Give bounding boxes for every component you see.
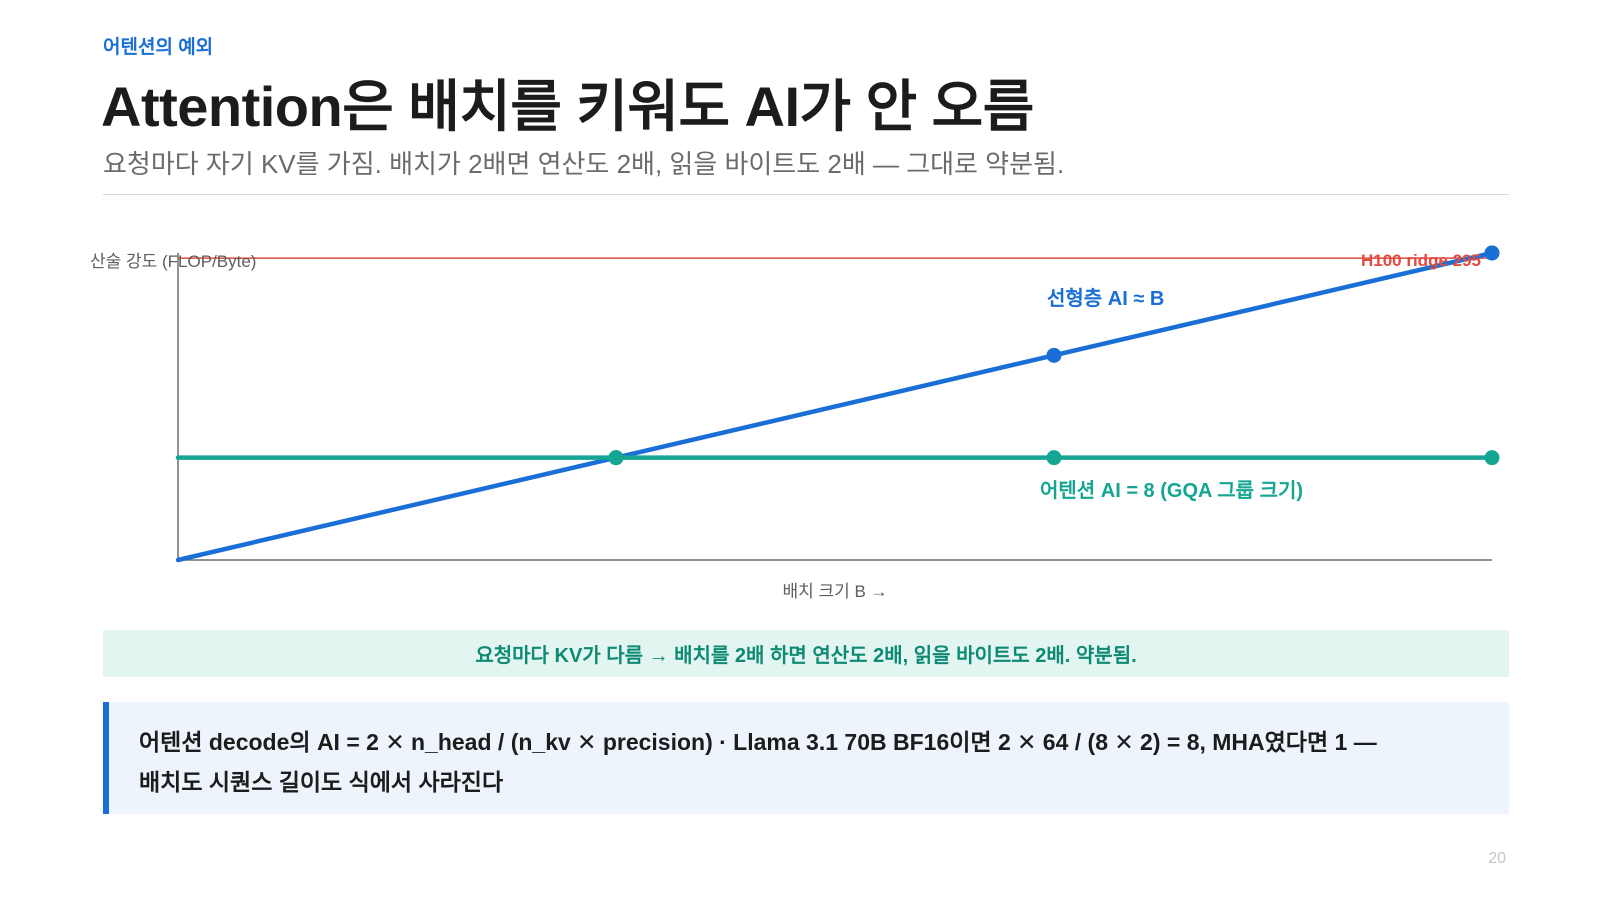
- formula-note-line-1: 어텐션 decode의 AI = 2 ✕ n_head / (n_kv ✕ pr…: [139, 729, 1377, 755]
- data-point-attention-3: [1484, 450, 1500, 466]
- data-point-attention-2: [1046, 450, 1062, 466]
- formula-note: 어텐션 decode의 AI = 2 ✕ n_head / (n_kv ✕ pr…: [103, 702, 1509, 814]
- title-divider: [103, 194, 1509, 195]
- y-axis-label: 산술 강도 (FLOP/Byte): [90, 252, 256, 271]
- slide-subtitle: 요청마다 자기 KV를 가짐. 배치가 2배면 연산도 2배, 읽을 바이트도 …: [103, 149, 1065, 179]
- data-point-attention-1: [608, 450, 624, 466]
- arithmetic-intensity-chart: 산술 강도 (FLOP/Byte) 배치 크기 B → 선형층 AI ≈ B 어텐션 …: [90, 245, 1500, 601]
- series-label-linear: 선형층 AI ≈ B: [1047, 287, 1164, 310]
- callout-banner: 요청마다 KV가 다름 → 배치를 2배 하면 연산도 2배, 읽을 바이트도 …: [103, 630, 1509, 677]
- data-point-linear-top: [1484, 245, 1500, 261]
- slide-title: Attention은 배치를 키워도 AI가 안 오름: [101, 75, 1034, 138]
- chart-axes: [177, 253, 1492, 561]
- eyebrow-label: 어텐션의 예외: [103, 37, 214, 58]
- chart-labels: 산술 강도 (FLOP/Byte) 배치 크기 B → 선형층 AI ≈ B 어텐션 …: [90, 245, 1500, 601]
- series-line-linear: [175, 250, 1495, 563]
- series-label-attention: 어텐션 AI = 8 (GQA 그룹 크기): [1040, 479, 1303, 502]
- formula-note-line-2: 배치도 시퀀스 길이도 식에서 사라진다: [139, 769, 504, 795]
- x-axis-label: 배치 크기 B →: [782, 582, 887, 601]
- data-point-linear-2: [1046, 347, 1062, 363]
- h100-ridge-label: H100 ridge 295: [1361, 251, 1481, 270]
- page-number: 20: [1488, 850, 1506, 867]
- chart-marks: [175, 245, 1500, 563]
